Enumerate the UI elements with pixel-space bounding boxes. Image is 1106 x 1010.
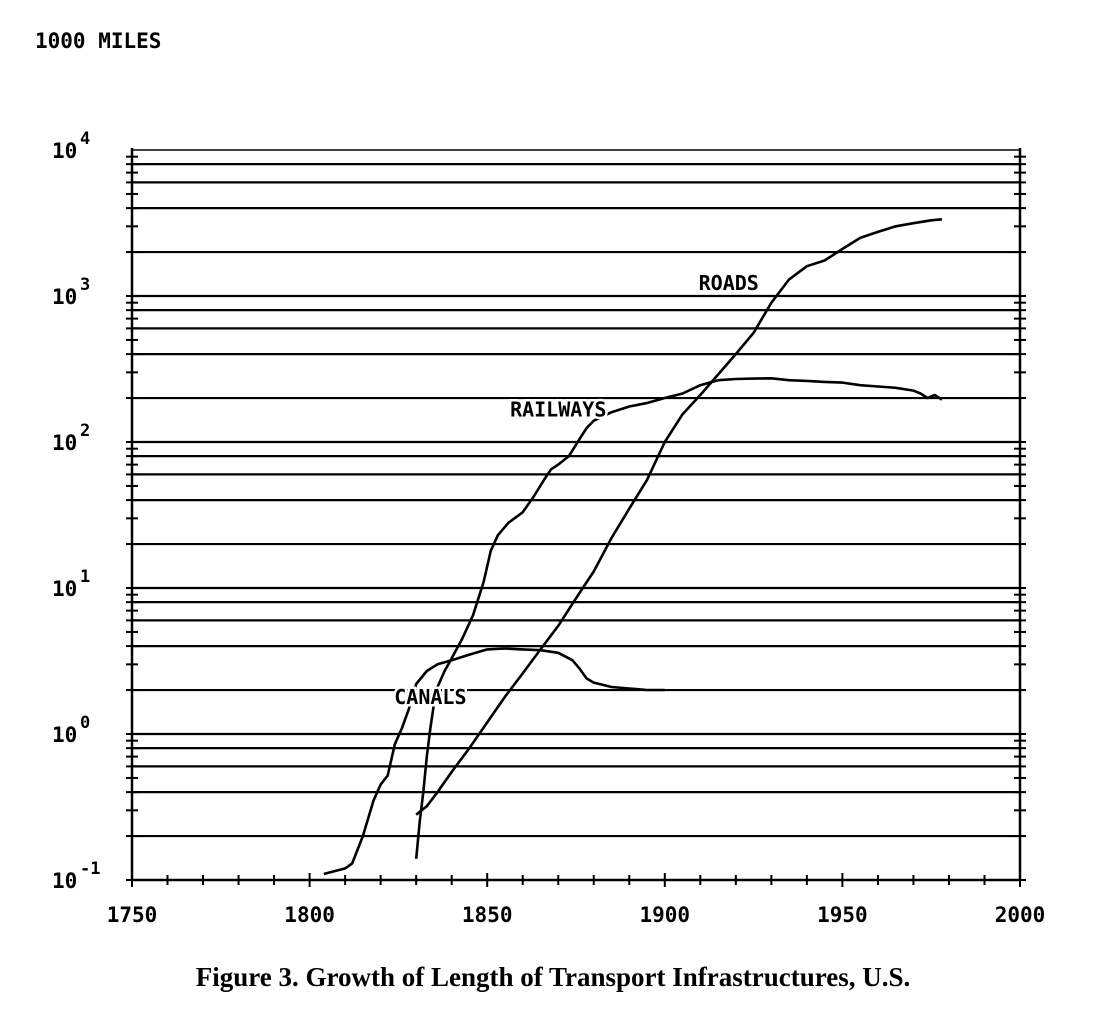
y-tick-label: 10 (52, 577, 77, 601)
y-tick-label: 10 (52, 431, 77, 455)
y-tick-exponent: 1 (80, 567, 90, 587)
series-line-canals (323, 647, 665, 876)
axis-ticks (126, 155, 1026, 887)
y-axis-title: 1000 MILES (35, 29, 161, 53)
x-tick-label: 1750 (107, 903, 158, 927)
y-tick-exponent: 0 (80, 713, 90, 733)
y-tick-exponent: 3 (80, 275, 90, 295)
annotation-canals: CANALS (394, 685, 466, 709)
series-line-railways (414, 376, 943, 859)
figure-caption: Figure 3. Growth of Length of Transport … (195, 962, 911, 992)
x-tick-label: 1950 (817, 903, 868, 927)
axes (130, 148, 1022, 882)
x-tick-label: 1800 (284, 903, 335, 927)
y-tick-label: 10 (52, 139, 77, 163)
series-lines (323, 218, 943, 876)
x-tick-label: 1900 (640, 903, 691, 927)
series-annotations: ROADS RAILWAYS CANALS (392, 268, 762, 711)
y-tick-exponent: 4 (80, 129, 90, 149)
y-tick-label: 10 (52, 723, 77, 747)
y-tick-exponent: 2 (80, 421, 90, 441)
x-tick-label: 1850 (462, 903, 513, 927)
annotation-roads: ROADS (699, 271, 759, 295)
gridlines (132, 163, 1020, 838)
series-line-roads (415, 218, 943, 816)
x-tick-label: 2000 (995, 903, 1046, 927)
y-tick-label: 10 (52, 869, 77, 893)
annotation-railways: RAILWAYS (510, 397, 606, 421)
y-tick-label: 10 (52, 285, 77, 309)
y-tick-exponent: -1 (80, 859, 100, 879)
